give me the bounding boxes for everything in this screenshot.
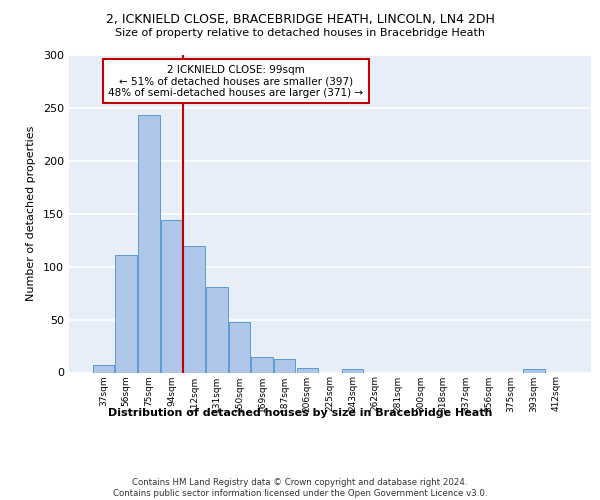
Bar xyxy=(115,255,137,372)
Bar xyxy=(184,246,205,372)
Bar xyxy=(342,370,364,372)
Bar xyxy=(206,287,227,372)
Text: Size of property relative to detached houses in Bracebridge Heath: Size of property relative to detached ho… xyxy=(115,28,485,38)
Bar xyxy=(138,116,160,372)
Bar xyxy=(229,322,250,372)
Bar xyxy=(161,220,182,372)
Y-axis label: Number of detached properties: Number of detached properties xyxy=(26,126,36,302)
Bar xyxy=(251,356,273,372)
Text: 2, ICKNIELD CLOSE, BRACEBRIDGE HEATH, LINCOLN, LN4 2DH: 2, ICKNIELD CLOSE, BRACEBRIDGE HEATH, LI… xyxy=(106,12,494,26)
Bar xyxy=(93,365,114,372)
Bar xyxy=(296,368,318,372)
Text: 2 ICKNIELD CLOSE: 99sqm
← 51% of detached houses are smaller (397)
48% of semi-d: 2 ICKNIELD CLOSE: 99sqm ← 51% of detache… xyxy=(109,64,364,98)
Text: Contains HM Land Registry data © Crown copyright and database right 2024.
Contai: Contains HM Land Registry data © Crown c… xyxy=(113,478,487,498)
Bar xyxy=(274,358,295,372)
Text: Distribution of detached houses by size in Bracebridge Heath: Distribution of detached houses by size … xyxy=(108,408,492,418)
Bar xyxy=(523,370,545,372)
